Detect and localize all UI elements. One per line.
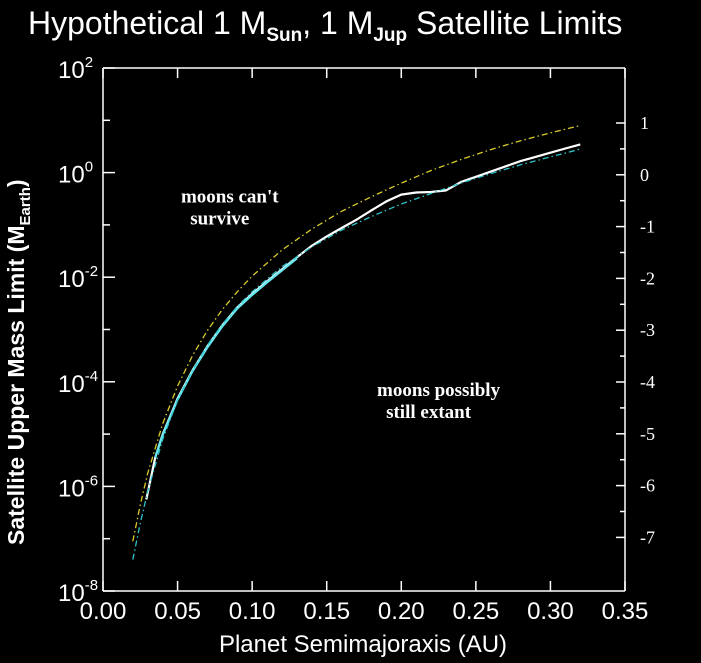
- x-tick-label: 0.20: [378, 598, 425, 625]
- right-tick-label: -4: [640, 372, 655, 392]
- y-axis-label: Satellite Upper Mass Limit (MEarth): [3, 179, 34, 545]
- right-ticks: 1 0 -1 -2 -3 -4 -5 -6 -7: [616, 113, 655, 547]
- right-tick-label: -1: [640, 217, 655, 237]
- y-tick-label: 102: [58, 54, 93, 84]
- series-line-2: [132, 124, 581, 542]
- y-tick-label: 10-6: [58, 472, 98, 502]
- right-tick-label: -2: [640, 268, 655, 288]
- title-sub-sun: Sun: [266, 25, 302, 46]
- annotation-line2: survive: [190, 209, 249, 230]
- right-tick-label: 1: [640, 113, 649, 133]
- annotation-line1: moons possibly: [377, 380, 501, 401]
- y-ticks: 102 100 10-2 10-4 10-6 10-8: [58, 54, 115, 607]
- x-tick-label: 0.15: [303, 598, 350, 625]
- x-tick-label: 0.10: [229, 598, 276, 625]
- ylabel-sub: Earth: [17, 187, 34, 225]
- series-layer: [132, 124, 581, 560]
- y-tick-label: 10-4: [58, 368, 98, 398]
- y-tick-label: 10-8: [58, 577, 98, 607]
- right-tick-label: -6: [640, 476, 655, 496]
- y-tick-label: 100: [58, 159, 93, 189]
- chart-title: Hypothetical 1 MSun, 1 MJup Satellite Li…: [28, 5, 622, 46]
- series-line-1: [154, 257, 298, 458]
- x-tick-label: 0.30: [527, 598, 574, 625]
- annotation-line1: moons can't: [181, 187, 279, 208]
- x-tick-label: 0.25: [452, 598, 499, 625]
- y-tick-label: 10-2: [58, 263, 98, 293]
- right-tick-label: -7: [640, 527, 655, 547]
- right-tick-label: 0: [640, 165, 649, 185]
- right-tick-label: -3: [640, 320, 655, 340]
- right-tick-label: -5: [640, 424, 655, 444]
- x-axis-label: Planet Semimajoraxis (AU): [219, 631, 507, 658]
- title-sub-jup: Jup: [373, 25, 407, 46]
- x-tick-label: 0.05: [154, 598, 201, 625]
- annotation-line2: still extant: [386, 402, 472, 423]
- ylabel-end: ): [3, 179, 29, 187]
- plot-frame: [102, 67, 626, 592]
- ylabel-main: Satellite Upper Mass Limit (M: [3, 225, 29, 545]
- x-ticks: 0.00 0.05 0.10 0.15 0.20 0.25 0.30 0.35: [80, 68, 649, 625]
- x-tick-label: 0.35: [602, 598, 649, 625]
- title-mid: , 1 M: [302, 5, 373, 41]
- x-tick-label: 0.00: [80, 598, 127, 625]
- title-end: Satellite Limits: [407, 5, 622, 41]
- series-line-3: [132, 148, 581, 560]
- title-main: Hypothetical 1 M: [28, 5, 266, 41]
